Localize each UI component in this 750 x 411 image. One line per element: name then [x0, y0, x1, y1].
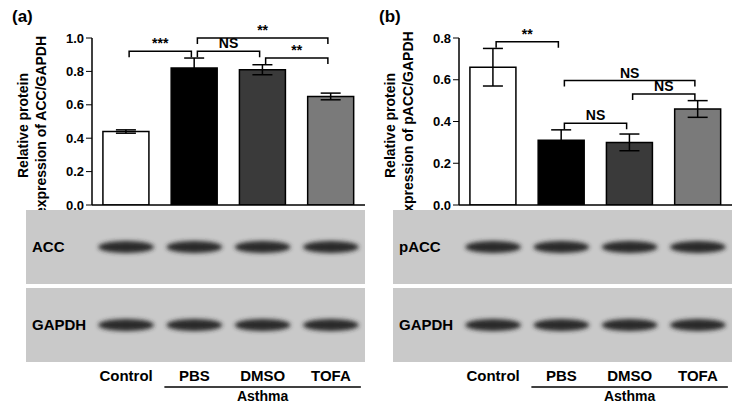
svg-text:0.0: 0.0 — [66, 198, 84, 213]
svg-text:0.2: 0.2 — [66, 164, 84, 179]
svg-text:0.4: 0.4 — [433, 114, 452, 129]
svg-text:0.6: 0.6 — [433, 72, 451, 87]
svg-text:NS: NS — [654, 78, 673, 94]
svg-text:TOFA: TOFA — [678, 367, 718, 384]
svg-text:0.2: 0.2 — [433, 156, 451, 171]
svg-text:expression of pACC/GAPDH: expression of pACC/GAPDH — [400, 31, 416, 219]
svg-text:0.6: 0.6 — [66, 97, 84, 112]
svg-text:NS: NS — [219, 35, 238, 51]
svg-text:Relative protein: Relative protein — [15, 73, 31, 178]
svg-text:Asthma: Asthma — [604, 388, 656, 403]
svg-text:pACC: pACC — [399, 238, 441, 255]
svg-text:ACC: ACC — [32, 238, 65, 255]
svg-text:PBS: PBS — [179, 367, 210, 384]
svg-text:Control: Control — [99, 367, 152, 384]
svg-text:DMSO: DMSO — [240, 367, 285, 384]
svg-text:(a): (a) — [12, 8, 33, 26]
svg-text:1.0: 1.0 — [66, 31, 84, 46]
svg-text:PBS: PBS — [546, 367, 577, 384]
svg-text:Asthma: Asthma — [237, 388, 289, 403]
svg-text:**: ** — [291, 42, 302, 58]
svg-text:TOFA: TOFA — [311, 367, 351, 384]
svg-text:**: ** — [522, 26, 533, 42]
svg-text:0.0: 0.0 — [433, 198, 451, 213]
svg-text:DMSO: DMSO — [607, 367, 652, 384]
svg-text:NS: NS — [620, 65, 639, 81]
svg-text:Relative protein: Relative protein — [382, 73, 398, 178]
svg-text:0.8: 0.8 — [66, 64, 84, 79]
svg-text:(b): (b) — [379, 8, 401, 26]
svg-text:0.8: 0.8 — [433, 31, 451, 46]
svg-text:0.4: 0.4 — [66, 131, 85, 146]
svg-text:expression of ACC/GAPDH: expression of ACC/GAPDH — [33, 36, 49, 215]
svg-text:NS: NS — [586, 107, 605, 123]
svg-text:GAPDH: GAPDH — [399, 316, 453, 333]
svg-text:GAPDH: GAPDH — [32, 316, 86, 333]
svg-text:**: ** — [257, 22, 268, 38]
svg-text:Control: Control — [466, 367, 519, 384]
svg-text:***: *** — [152, 35, 169, 51]
